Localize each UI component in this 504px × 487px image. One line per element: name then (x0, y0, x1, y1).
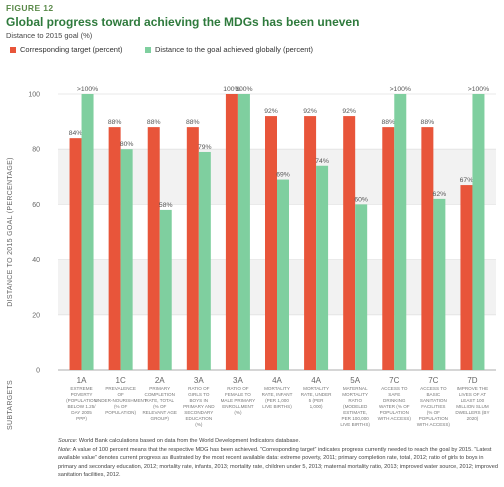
bar-achieved (472, 94, 485, 370)
category-description: EXTREME POVERTY (POPULATION BELOW 1.25/DAY … (66, 386, 97, 421)
bar-achieved (81, 94, 94, 370)
bar-value-label-achieved: 62% (433, 191, 447, 198)
y-tick-label: 60 (32, 202, 40, 209)
legend-label-achieved: Distance to the goal achieved globally (… (155, 45, 314, 54)
page-title: Global progress toward achieving the MDG… (6, 15, 360, 29)
bar-achieved (198, 151, 211, 370)
x-tick-label: 2A (155, 376, 165, 385)
x-tick-label: 7D (467, 376, 477, 385)
bar-value-label-achieved: 79% (198, 144, 212, 151)
bar-target (460, 185, 473, 370)
category-description: MATERNAL MORTALITY RATIO (MODELED ESTIMATE, P… (340, 386, 370, 427)
category-description: RATIO OF GIRLS TO BOYS IN PRIMARY AND SECOND… (183, 386, 215, 427)
bar-value-label-achieved: 60% (354, 196, 368, 203)
bar-value-label-target: 92% (303, 108, 317, 115)
bar-value-label-target: 92% (264, 108, 278, 115)
bar-value-label-target: 92% (342, 108, 356, 115)
legend-label-target: Corresponding target (percent) (20, 45, 123, 54)
category-description: PRIMARY COMPLETION RATE, TOTAL (% OF RELEVAN… (142, 386, 177, 421)
bar-achieved (355, 204, 368, 370)
bar-value-label-achieved: 69% (276, 172, 290, 179)
bar-target (108, 127, 121, 371)
x-tick-label: 1A (77, 376, 87, 385)
bar-achieved (159, 209, 172, 370)
bar-target (69, 138, 82, 370)
x-tick-label: 7C (389, 376, 399, 385)
y-tick-label: 40 (32, 257, 40, 264)
category-description: RATIO OF FEMALE TO MALE PRIMARY ENROLLMENT(… (221, 386, 256, 415)
bar-achieved (237, 94, 250, 370)
methodology-note: Note: A value of 100 percent means that … (58, 446, 498, 479)
figure-label: FIGURE 12 (6, 3, 54, 13)
y-axis-title: DISTANCE TO 2015 GOAL (PERCENTAGE) (7, 157, 14, 306)
bar-value-label-target: 88% (381, 119, 395, 126)
x-tick-label: 4A (311, 376, 321, 385)
x-tick-label: 3A (194, 376, 204, 385)
bar-achieved (120, 149, 133, 370)
y-tick-label: 0 (36, 368, 40, 375)
category-description: PREVALENCE OF UNDER-NOURISHMENT (% OF POPULA… (95, 386, 147, 415)
bar-value-label-achieved: >100% (468, 86, 489, 93)
category-description: ACCESS TO SAFE DRINKING WATER (% OF POPULATI… (378, 386, 412, 421)
x-tick-label: 5A (350, 376, 360, 385)
subtitle: Distance to 2015 goal (%) (6, 31, 93, 40)
y-tick-label: 20 (32, 312, 40, 319)
bar-target (343, 116, 356, 370)
bar-value-label-achieved: 58% (159, 202, 173, 209)
bar-value-label-achieved: 74% (315, 158, 329, 165)
bar-target (225, 94, 238, 370)
bar-achieved (394, 94, 407, 370)
bar-value-label-target: 67% (460, 177, 474, 184)
category-description: ACCESS TO BASIC SANITATION FACILITIES (% OF P… (417, 386, 451, 427)
bar-value-label-target: 88% (421, 119, 435, 126)
x-tick-label: 4A (272, 376, 282, 385)
legend-item-achieved: Distance to the goal achieved globally (… (145, 45, 313, 54)
bar-target (421, 127, 434, 371)
bar-target (147, 127, 160, 371)
bar-achieved (433, 198, 446, 370)
bar-value-label-achieved: >100% (390, 86, 411, 93)
legend-swatch-target (10, 46, 16, 53)
y-tick-label: 100 (28, 92, 40, 99)
bar-target (304, 116, 317, 370)
legend-item-target: Corresponding target (percent) (10, 45, 123, 54)
x-tick-label: 3A (233, 376, 243, 385)
legend-swatch-achieved (145, 46, 151, 53)
bar-value-label-achieved: 80% (120, 141, 134, 148)
x-tick-label: 7C (428, 376, 438, 385)
bar-achieved (277, 179, 289, 370)
bar-value-label-target: 88% (108, 119, 122, 126)
bar-value-label-target: 88% (186, 119, 200, 126)
bar-target (186, 127, 199, 371)
bar-target (382, 127, 395, 371)
bar-value-label-target: 88% (147, 119, 161, 126)
bar-value-label-target: 84% (69, 130, 83, 137)
x-axis-title: SUBTARGETS (7, 380, 14, 430)
y-tick-label: 80 (32, 147, 40, 154)
chart-notes: Source: World Bank calculations based on… (58, 437, 498, 480)
bar-achieved (316, 165, 329, 370)
x-tick-label: 1C (116, 376, 126, 385)
bar-value-label-achieved: >100% (77, 86, 98, 93)
category-description: MORTALITY RATE, UNDER 5 (PER 1,000) (301, 386, 332, 409)
category-description: IMPROVE THE LIVES OF AT LEAST 100 MILLION S… (455, 386, 489, 421)
bar-value-label-achieved: 100% (235, 86, 252, 93)
category-description: MORTALITY RATE, INFANT (PER 1,000 LIVE BIRT… (262, 386, 293, 409)
bar-target (265, 116, 277, 370)
source-note: Source: World Bank calculations based on… (58, 438, 301, 444)
bar-value-label-target: 100% (223, 86, 240, 93)
